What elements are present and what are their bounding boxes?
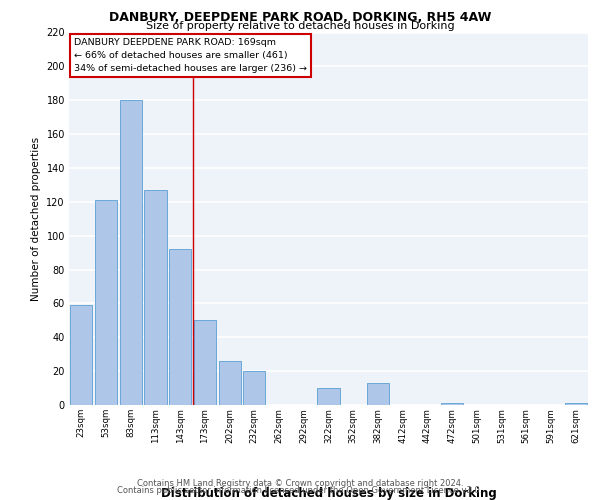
Bar bbox=[70, 305, 92, 405]
Bar bbox=[119, 100, 142, 405]
Text: Contains public sector information licensed under the Open Government Licence v3: Contains public sector information licen… bbox=[118, 486, 482, 495]
Text: Contains HM Land Registry data © Crown copyright and database right 2024.: Contains HM Land Registry data © Crown c… bbox=[137, 478, 463, 488]
Bar bbox=[441, 404, 463, 405]
X-axis label: Distribution of detached houses by size in Dorking: Distribution of detached houses by size … bbox=[161, 487, 496, 500]
Text: DANBURY DEEPDENE PARK ROAD: 169sqm
← 66% of detached houses are smaller (461)
34: DANBURY DEEPDENE PARK ROAD: 169sqm ← 66%… bbox=[74, 38, 307, 74]
Bar bbox=[243, 371, 265, 405]
Bar bbox=[367, 383, 389, 405]
Bar bbox=[95, 200, 117, 405]
Bar bbox=[565, 404, 587, 405]
Bar bbox=[145, 190, 167, 405]
Bar bbox=[218, 361, 241, 405]
Text: Size of property relative to detached houses in Dorking: Size of property relative to detached ho… bbox=[146, 21, 454, 31]
Bar bbox=[169, 249, 191, 405]
Bar bbox=[317, 388, 340, 405]
Text: DANBURY, DEEPDENE PARK ROAD, DORKING, RH5 4AW: DANBURY, DEEPDENE PARK ROAD, DORKING, RH… bbox=[109, 11, 491, 24]
Y-axis label: Number of detached properties: Number of detached properties bbox=[31, 136, 41, 301]
Bar bbox=[194, 320, 216, 405]
